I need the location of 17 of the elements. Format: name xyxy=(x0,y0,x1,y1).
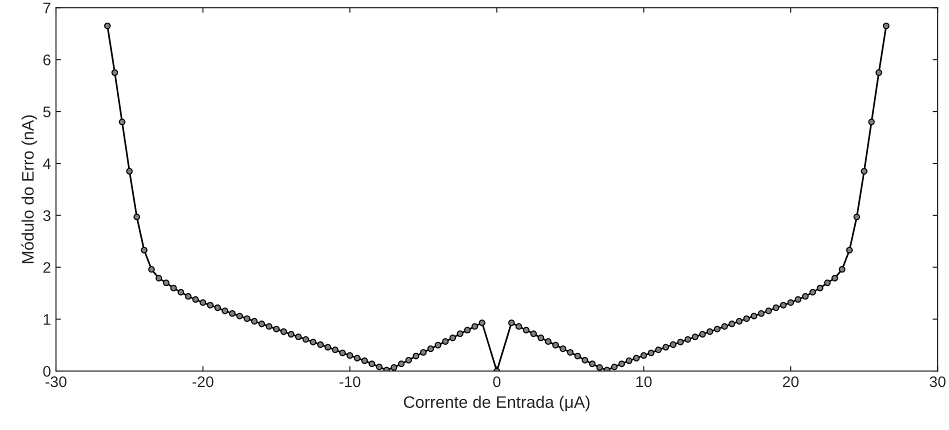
x-tick-label: -10 xyxy=(340,376,360,388)
x-tick-label: 10 xyxy=(636,376,652,388)
y-tick-label: 6 xyxy=(43,54,50,66)
y-tick-label: 7 xyxy=(43,2,50,14)
x-axis-title: Corrente de Entrada (μA) xyxy=(404,396,590,412)
y-tick-label: 3 xyxy=(43,210,50,222)
y-axis-title: Módulo do Erro (nA) xyxy=(21,115,38,264)
x-tick-label: 20 xyxy=(782,376,799,388)
y-tick-label: 5 xyxy=(43,106,50,118)
y-tick-label: 2 xyxy=(43,262,50,273)
y-tick-label: 1 xyxy=(44,314,50,325)
x-tick-label: -30 xyxy=(46,376,66,388)
x-tick-label: -20 xyxy=(192,376,214,388)
y-tick-label: 4 xyxy=(42,158,51,169)
y-tick-label: 0 xyxy=(43,366,51,377)
x-tick-label: 0 xyxy=(493,376,500,388)
x-tick-label: 30 xyxy=(930,376,946,388)
